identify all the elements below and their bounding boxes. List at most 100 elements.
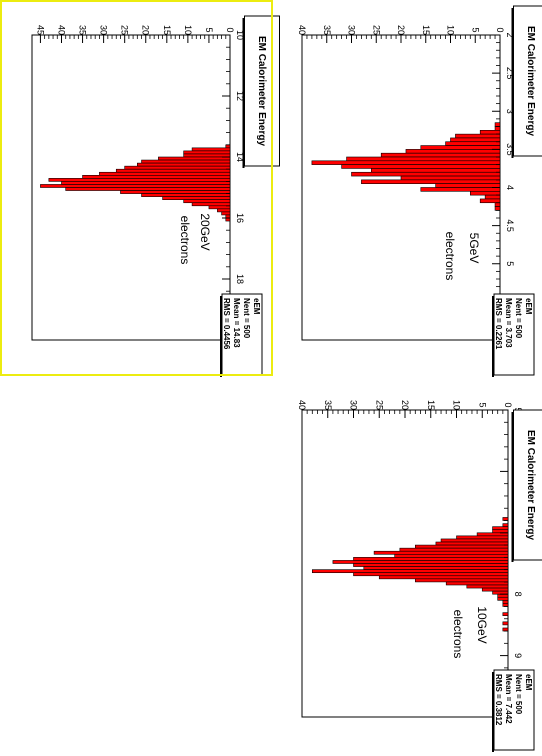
annotation-text: electrons xyxy=(443,232,457,281)
histogram-bar xyxy=(373,550,509,555)
annotation-text: electrons xyxy=(451,610,465,659)
stats-name: eEM xyxy=(524,298,533,315)
histogram-bar xyxy=(494,126,501,131)
y-tick-label: 10 xyxy=(452,400,462,410)
x-tick-label: 3.5 xyxy=(505,143,515,156)
histogram-bar xyxy=(435,541,509,546)
histogram-bar xyxy=(502,517,509,521)
y-tick-label: 10 xyxy=(183,25,193,35)
title-box-shadow xyxy=(242,18,245,168)
chart-title: EM Calorimeter Energy xyxy=(256,36,267,146)
histogram-bar xyxy=(414,578,509,583)
histogram-bar xyxy=(353,563,509,567)
histogram-bar xyxy=(414,544,509,549)
y-tick-label: 40 xyxy=(56,25,66,35)
histogram-bar xyxy=(502,627,509,632)
y-tick-label: 15 xyxy=(421,25,431,35)
histogram-pad-1: 101214161820051015202530354045EM Calorim… xyxy=(31,15,280,377)
histogram-bar xyxy=(311,569,509,574)
x-tick-label: 10 xyxy=(235,30,245,40)
x-tick-label: 4.5 xyxy=(505,219,515,232)
histogram-bar xyxy=(361,179,501,184)
x-tick-label: 18 xyxy=(235,274,245,284)
selected-pad-frame xyxy=(0,0,273,376)
stats-box xyxy=(221,293,263,376)
histogram-bar xyxy=(370,168,501,173)
stats-box-shadow xyxy=(220,296,222,377)
x-tick-label: 2 xyxy=(505,32,515,37)
stats-name: eEM xyxy=(252,298,261,315)
histogram-bar xyxy=(479,130,501,135)
y-tick-label: 15 xyxy=(426,400,436,410)
x-tick-label: 4 xyxy=(505,185,515,190)
histogram-bar xyxy=(353,557,509,561)
stats-box-shadow xyxy=(492,672,494,752)
stats-line: RMS = 0.2261 xyxy=(494,298,503,350)
title-box xyxy=(513,5,542,157)
histogram-bar xyxy=(332,560,509,564)
y-tick-label: 20 xyxy=(400,400,410,410)
histogram-bar xyxy=(420,187,501,192)
annotation-text: 20GeV xyxy=(198,213,212,250)
histogram-bar xyxy=(502,612,509,616)
histogram-bar xyxy=(494,202,501,207)
histogram-bar xyxy=(494,122,501,127)
chart-title: EM Calorimeter Energy xyxy=(525,26,536,136)
histogram-bar xyxy=(445,141,501,146)
x-tick-label: 12 xyxy=(235,91,245,101)
title-box-shadow xyxy=(511,412,514,562)
annotation-text: 10GeV xyxy=(475,606,489,643)
y-tick-label: 35 xyxy=(322,25,332,35)
histogram-bar xyxy=(479,198,501,204)
histogram-bar xyxy=(492,526,509,531)
annotation-text: electrons xyxy=(178,216,192,265)
stats-line: Nent = 500 xyxy=(514,674,523,715)
histogram-bar xyxy=(502,523,509,527)
histogram-bar xyxy=(435,183,501,188)
histogram-bar xyxy=(346,156,501,162)
histogram-bar xyxy=(497,596,509,601)
stats-line: RMS = 0.4456 xyxy=(222,298,231,350)
x-tick-label: 3 xyxy=(505,109,515,114)
histogram-bar xyxy=(380,152,501,158)
x-tick-label: 2.5 xyxy=(505,67,515,80)
title-box xyxy=(244,15,280,167)
title-box-shadow xyxy=(511,8,514,158)
histogram-bar xyxy=(469,191,501,196)
histogram-bar xyxy=(378,575,509,580)
stats-box-shadow xyxy=(492,296,494,377)
y-tick-label: 30 xyxy=(347,25,357,35)
y-tick-label: 40 xyxy=(297,400,307,410)
stats-line: Mean = 3.703 xyxy=(504,298,513,348)
y-tick-label: 45 xyxy=(35,25,45,35)
stats-box xyxy=(493,293,535,376)
y-tick-label: 30 xyxy=(99,25,109,35)
x-tick-label: 5 xyxy=(505,261,515,266)
stats-line: Nent = 500 xyxy=(242,298,251,339)
histogram-bar xyxy=(466,584,509,589)
title-box xyxy=(513,409,542,561)
annotation-text: 5GeV xyxy=(467,233,481,264)
histogram-bar xyxy=(394,553,509,558)
y-tick-label: 20 xyxy=(141,25,151,35)
histogram-bar xyxy=(494,206,501,211)
x-tick-label: 14 xyxy=(235,152,245,162)
x-tick-label: 16 xyxy=(235,213,245,223)
histogram-bar xyxy=(363,566,509,570)
y-tick-label: 5 xyxy=(477,402,487,407)
histogram-bar xyxy=(502,621,509,626)
y-tick-label: 40 xyxy=(297,25,307,35)
stats-line: RMS = 0.3812 xyxy=(494,674,503,726)
histogram-bar xyxy=(484,194,501,200)
chart-title: EM Calorimeter Energy xyxy=(525,430,536,540)
histogram-bar xyxy=(502,600,509,604)
y-tick-label: 30 xyxy=(349,400,359,410)
histogram-bar xyxy=(455,133,501,139)
y-tick-label: 35 xyxy=(323,400,333,410)
histogram-bar xyxy=(420,145,501,150)
y-tick-label: 0 xyxy=(503,402,513,407)
histogram-bar xyxy=(405,149,501,154)
histogram-bar xyxy=(445,581,509,586)
histogram-bar xyxy=(351,171,501,177)
y-tick-label: 25 xyxy=(120,25,130,35)
